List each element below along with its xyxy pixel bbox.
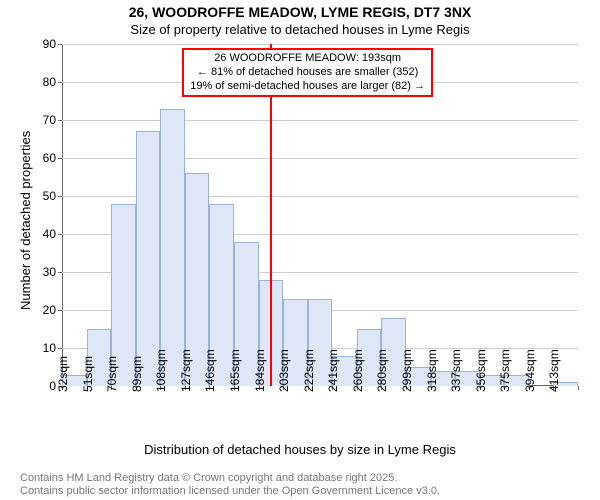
ytick-label: 30 xyxy=(43,265,62,279)
annotation-line: ← 81% of detached houses are smaller (35… xyxy=(190,66,425,80)
xtick-label: 32sqm xyxy=(56,356,70,392)
footer-attribution: Contains HM Land Registry data © Crown c… xyxy=(0,472,600,498)
xtick-mark xyxy=(578,386,579,390)
xtick-label: 241sqm xyxy=(326,349,340,392)
xtick-label: 70sqm xyxy=(105,356,119,392)
xtick-label: 318sqm xyxy=(425,349,439,392)
grid-line xyxy=(62,120,578,121)
xtick-label: 356sqm xyxy=(474,349,488,392)
xtick-label: 280sqm xyxy=(375,349,389,392)
xtick-label: 375sqm xyxy=(498,349,512,392)
xtick-label: 394sqm xyxy=(523,349,537,392)
footer-line2: Contains public sector information licen… xyxy=(20,485,580,498)
xtick-label: 184sqm xyxy=(253,349,267,392)
ytick-label: 90 xyxy=(43,37,62,51)
ytick-label: 40 xyxy=(43,227,62,241)
xtick-label: 260sqm xyxy=(351,349,365,392)
footer-line1: Contains HM Land Registry data © Crown c… xyxy=(20,472,580,485)
xtick-label: 222sqm xyxy=(302,349,316,392)
xtick-label: 127sqm xyxy=(179,349,193,392)
y-axis-title: Number of detached properties xyxy=(18,131,33,310)
annotation-line: 26 WOODROFFE MEADOW: 193sqm xyxy=(190,52,425,66)
plot-area: 010203040506070809032sqm51sqm70sqm89sqm1… xyxy=(62,44,578,386)
chart-title-line1: 26, WOODROFFE MEADOW, LYME REGIS, DT7 3N… xyxy=(0,4,600,20)
ytick-label: 50 xyxy=(43,189,62,203)
ytick-label: 20 xyxy=(43,303,62,317)
xtick-label: 51sqm xyxy=(81,356,95,392)
xtick-label: 146sqm xyxy=(203,349,217,392)
grid-line xyxy=(62,44,578,45)
annotation-box: 26 WOODROFFE MEADOW: 193sqm← 81% of deta… xyxy=(182,48,433,97)
chart-title-line2: Size of property relative to detached ho… xyxy=(0,22,600,37)
xtick-label: 108sqm xyxy=(154,349,168,392)
xtick-label: 413sqm xyxy=(547,349,561,392)
xtick-label: 203sqm xyxy=(277,349,291,392)
xtick-label: 337sqm xyxy=(449,349,463,392)
ytick-label: 60 xyxy=(43,151,62,165)
histogram-bar xyxy=(160,109,185,386)
xtick-label: 165sqm xyxy=(228,349,242,392)
xtick-label: 299sqm xyxy=(400,349,414,392)
x-axis-title: Distribution of detached houses by size … xyxy=(0,442,600,457)
annotation-line: 19% of semi-detached houses are larger (… xyxy=(190,80,425,94)
property-size-histogram: 26, WOODROFFE MEADOW, LYME REGIS, DT7 3N… xyxy=(0,0,600,500)
ytick-label: 80 xyxy=(43,75,62,89)
ytick-label: 70 xyxy=(43,113,62,127)
y-axis-line xyxy=(62,44,63,386)
histogram-bar xyxy=(136,131,161,386)
xtick-label: 89sqm xyxy=(130,356,144,392)
ytick-label: 10 xyxy=(43,341,62,355)
